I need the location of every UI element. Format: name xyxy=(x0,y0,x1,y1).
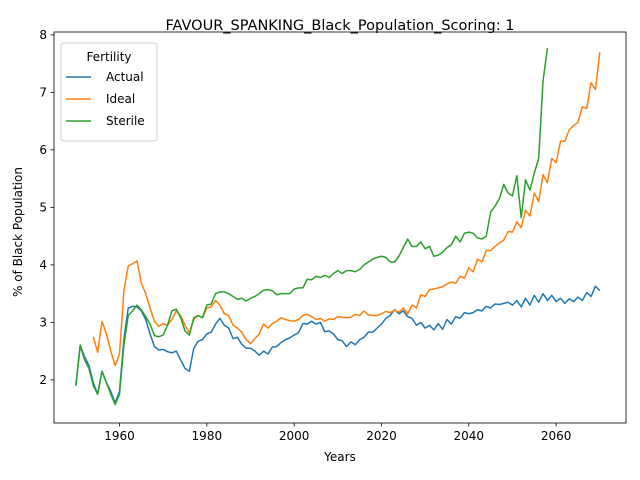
x-tick-label: 2060 xyxy=(541,429,572,443)
y-tick-label: 5 xyxy=(39,201,47,215)
y-axis: 2 3 4 5 6 7 8 xyxy=(39,28,54,387)
legend-title: Fertility xyxy=(86,50,131,64)
x-tick-label: 2040 xyxy=(454,429,485,443)
y-tick-label: 7 xyxy=(39,86,47,100)
x-axis-label: Years xyxy=(323,450,356,464)
y-tick-label: 6 xyxy=(39,143,47,157)
series-line-actual xyxy=(75,285,601,404)
legend-label-ideal: Ideal xyxy=(106,92,135,106)
x-tick-label: 2020 xyxy=(366,429,397,443)
series-line-sterile xyxy=(75,48,549,406)
x-tick-label: 1980 xyxy=(192,429,223,443)
y-tick-label: 4 xyxy=(39,258,47,272)
plot-frame xyxy=(53,31,627,424)
legend-label-sterile: Sterile xyxy=(106,114,145,128)
chart-title: FAVOUR_SPANKING_Black_Population_Scoring… xyxy=(166,18,515,34)
y-axis-label: % of Black Population xyxy=(11,167,25,297)
plot-area xyxy=(53,31,627,424)
x-tick-label: 1960 xyxy=(104,429,135,443)
y-tick-label: 2 xyxy=(39,373,47,387)
y-tick-label: 3 xyxy=(39,316,47,330)
x-axis: 1960 1980 2000 2020 2040 2060 xyxy=(104,423,571,443)
legend-box xyxy=(60,42,158,142)
legend-label-actual: Actual xyxy=(106,70,144,84)
x-tick-label: 2000 xyxy=(279,429,310,443)
y-tick-label: 8 xyxy=(39,28,47,42)
legend: Fertility Actual Ideal Sterile xyxy=(60,42,158,142)
